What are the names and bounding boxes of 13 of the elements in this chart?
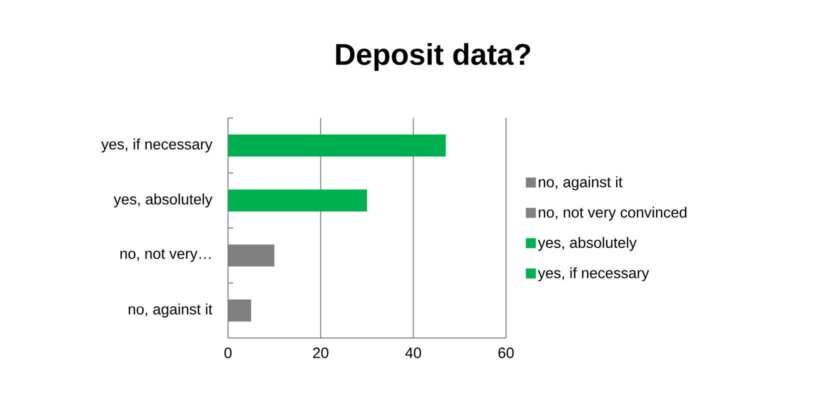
x-tick-label: 0 [224,348,232,358]
y-tick-label: yes, absolutely [114,194,212,208]
legend-label: yes, absolutely [538,236,637,251]
x-tick-label: 60 [498,348,514,358]
y-tick-label: no, against it [128,304,212,318]
legend-label: no, not very convinced [538,206,686,221]
y-tick-label: yes, if necessary [101,138,212,152]
legend-label: no, against it [538,176,622,190]
legend-label: yes, if necessary [538,267,650,282]
chart-title: Deposit data? [336,43,530,71]
x-tick-label: 20 [313,348,328,358]
y-tick-label: no, not very… [120,249,210,262]
x-tick-label: 40 [405,348,422,358]
